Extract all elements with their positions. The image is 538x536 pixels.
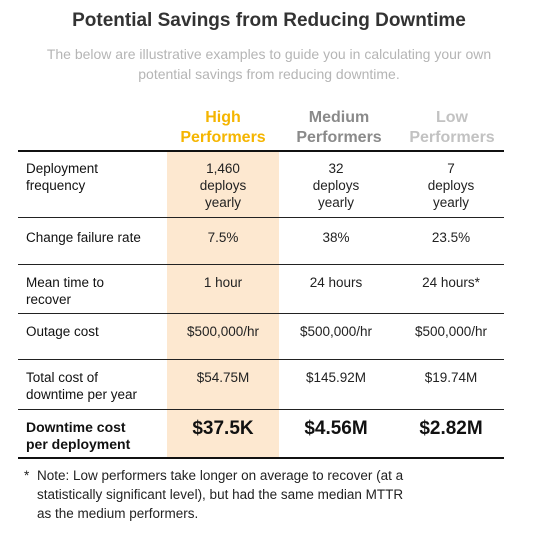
- cell-medium-outage-cost: $500,000/hr: [299, 324, 373, 339]
- column-header-high: High Performers: [167, 108, 279, 148]
- row-divider: [18, 409, 504, 410]
- footnote: * Note: Low performers take longer on av…: [24, 466, 504, 523]
- cell-high-change-failure-rate: 7.5%: [207, 230, 239, 245]
- column-header-high-line1: High: [205, 109, 241, 126]
- cell-line: 1,460: [206, 161, 240, 176]
- cell-medium-deployment-frequency: 32 deploys yearly: [284, 160, 388, 211]
- row-label-line: Mean time to: [26, 275, 105, 290]
- cell-low-mean-time-to-recover: 24 hours*: [422, 275, 480, 290]
- cell-line: yearly: [432, 195, 469, 210]
- cell-low-total-cost-of-downtime: $19.74M: [424, 370, 478, 385]
- cell-high-downtime-cost-per-deployment: $37.5K: [192, 418, 254, 439]
- page-subtitle: The below are illustrative examples to g…: [46, 46, 492, 82]
- row-label-line: frequency: [26, 178, 86, 193]
- footnote-line: Note: Low performers take longer on aver…: [37, 468, 404, 483]
- cell-low-outage-cost: $500,000/hr: [414, 324, 488, 339]
- cell-medium-mean-time-to-recover: 24 hours: [309, 275, 363, 290]
- column-header-high-line2: Performers: [180, 129, 266, 146]
- cell-medium-total-cost-of-downtime: $145.92M: [305, 370, 367, 385]
- cell-high-deployment-frequency: 1,460 deploys yearly: [167, 160, 279, 211]
- row-label-line: Outage cost: [26, 324, 99, 339]
- cell-medium-change-failure-rate: 38%: [322, 230, 350, 245]
- row-label-line: downtime per year: [26, 387, 138, 402]
- row-divider: [18, 359, 504, 360]
- row-label-line: Change failure rate: [26, 230, 141, 245]
- row-label-line: Total cost of: [26, 370, 99, 385]
- row-label-downtime-cost-per-deployment: Downtime cost per deployment: [26, 419, 166, 453]
- row-label-line: Deployment: [26, 161, 99, 176]
- cell-high-total-cost-of-downtime: $54.75M: [196, 370, 250, 385]
- cell-line: deploys: [199, 178, 247, 193]
- cell-medium-downtime-cost-per-deployment: $4.56M: [304, 418, 368, 439]
- column-header-medium: Medium Performers: [289, 108, 389, 148]
- cell-line: 7: [447, 161, 455, 176]
- table-top-rule: [18, 150, 504, 152]
- row-label-line: Downtime cost: [26, 419, 126, 435]
- row-label-deployment-frequency: Deployment frequency: [26, 160, 166, 194]
- cell-low-change-failure-rate: 23.5%: [431, 230, 471, 245]
- footnote-line: statistically significant level), but ha…: [37, 487, 404, 502]
- cell-low-deployment-frequency: 7 deploys yearly: [398, 160, 504, 211]
- cell-low-downtime-cost-per-deployment: $2.82M: [419, 418, 483, 439]
- row-label-total-cost-of-downtime: Total cost of downtime per year: [26, 369, 166, 403]
- row-divider: [18, 217, 504, 218]
- row-label-mean-time-to-recover: Mean time to recover: [26, 274, 166, 308]
- footnote-line: as the medium performers.: [37, 506, 199, 521]
- cell-high-outage-cost: $500,000/hr: [186, 324, 260, 339]
- column-header-low-line1: Low: [436, 109, 468, 126]
- row-divider: [18, 313, 504, 314]
- high-performers-column-highlight: [167, 150, 279, 458]
- cell-line: deploys: [312, 178, 360, 193]
- cell-line: yearly: [204, 195, 241, 210]
- footnote-asterisk: *: [24, 468, 30, 483]
- cell-high-mean-time-to-recover: 1 hour: [203, 275, 243, 290]
- page-title: Potential Savings from Reducing Downtime: [72, 10, 466, 31]
- row-label-line: per deployment: [26, 436, 131, 452]
- column-header-medium-line2: Performers: [296, 129, 382, 146]
- row-divider: [18, 264, 504, 265]
- cell-line: 32: [328, 161, 344, 176]
- cell-line: deploys: [427, 178, 475, 193]
- row-label-change-failure-rate: Change failure rate: [26, 229, 166, 246]
- table-bottom-rule: [18, 457, 504, 459]
- row-label-line: recover: [26, 292, 72, 307]
- column-header-medium-line1: Medium: [308, 109, 370, 126]
- row-label-outage-cost: Outage cost: [26, 323, 166, 340]
- cell-line: yearly: [317, 195, 354, 210]
- column-header-low: Low Performers: [398, 108, 506, 148]
- column-header-low-line2: Performers: [409, 129, 495, 146]
